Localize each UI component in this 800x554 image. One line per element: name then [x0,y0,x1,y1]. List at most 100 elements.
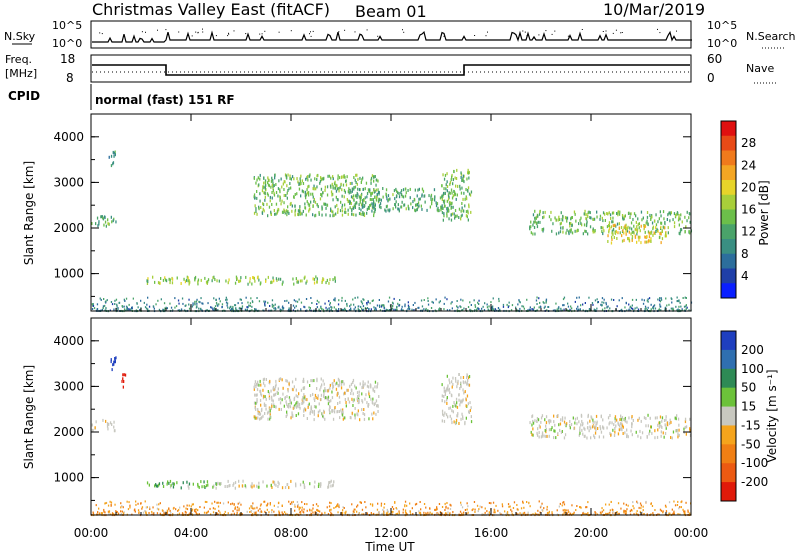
data-cell [366,192,369,195]
data-cell [155,484,158,488]
data-cell [327,483,330,487]
data-cell [443,214,445,218]
data-cell [395,187,397,191]
data-cell [153,307,155,310]
data-cell [336,184,338,188]
data-cell [448,217,450,221]
data-cell [350,382,353,386]
data-cell [286,402,288,406]
data-cell [563,436,566,440]
data-cell [654,416,657,420]
data-cell [386,508,388,511]
data-cell [534,209,536,213]
data-cell [438,301,440,304]
data-cell [651,431,653,435]
data-cell [255,181,257,185]
data-cell [114,150,116,154]
data-cell [368,189,370,193]
data-cell [374,401,376,405]
data-cell [322,191,324,195]
data-cell [358,400,360,404]
data-cell [299,205,301,209]
data-cell [456,193,458,197]
data-cell [91,303,94,306]
data-cell [288,405,290,409]
data-cell [229,484,231,487]
data-cell [164,307,166,310]
data-cell [294,193,296,196]
data-cell [684,425,686,429]
data-cell [113,425,115,429]
data-cell [341,296,343,299]
data-cell [446,207,448,211]
data-cell [669,422,671,426]
data-cell [636,230,638,234]
data-cell [401,305,403,308]
date-label: 10/Mar/2019 [603,0,705,19]
data-cell [435,204,438,208]
data-cell [307,185,309,189]
data-cell [565,509,567,512]
data-cell [419,511,422,514]
data-cell [124,300,126,302]
data-cell [250,297,252,300]
data-cell [484,302,486,305]
data-cell [123,298,125,301]
data-cell [377,179,379,183]
data-cell [273,279,275,283]
data-cell [324,387,326,391]
data-cell [162,485,165,488]
data-cell [601,301,603,304]
data-cell [380,502,383,505]
data-cell [260,409,263,413]
data-cell [398,510,400,513]
data-cell [299,182,301,186]
nsearch-dot [202,31,204,33]
data-cell [680,506,682,509]
data-cell [195,508,197,511]
data-cell [230,503,232,506]
data-cell [665,510,668,513]
data-cell [584,513,586,516]
data-cell [242,479,244,483]
data-cell [302,209,304,213]
data-cell [333,379,335,383]
data-cell [633,224,635,228]
data-cell [511,304,514,307]
data-cell [315,275,317,279]
data-cell [533,306,535,309]
data-cell [462,415,464,419]
data-cell [584,229,586,233]
data-cell [443,389,445,393]
data-cell [216,512,218,515]
data-cell [248,507,251,510]
data-cell [631,227,633,231]
data-cell [442,173,444,177]
data-cell [594,436,596,440]
data-cell [530,231,532,235]
data-cell [330,207,332,211]
power-colorbar-swatch [721,239,736,255]
data-cell [366,307,369,309]
data-cell [330,209,332,213]
data-cell [385,194,388,198]
data-cell [218,297,220,300]
data-cell [488,511,490,514]
data-cell [436,506,438,509]
data-cell [538,424,541,428]
data-cell [468,170,470,174]
data-cell [494,509,496,512]
data-cell [307,405,309,409]
data-cell [108,422,110,426]
data-cell [678,305,680,308]
nsearch-dot [259,33,261,35]
data-cell [371,198,373,202]
data-cell [659,421,661,425]
nsearch-dot [524,31,526,33]
data-cell [469,401,471,405]
data-cell [251,482,253,486]
data-cell [357,413,359,417]
data-cell [548,512,550,514]
data-cell [388,296,391,299]
